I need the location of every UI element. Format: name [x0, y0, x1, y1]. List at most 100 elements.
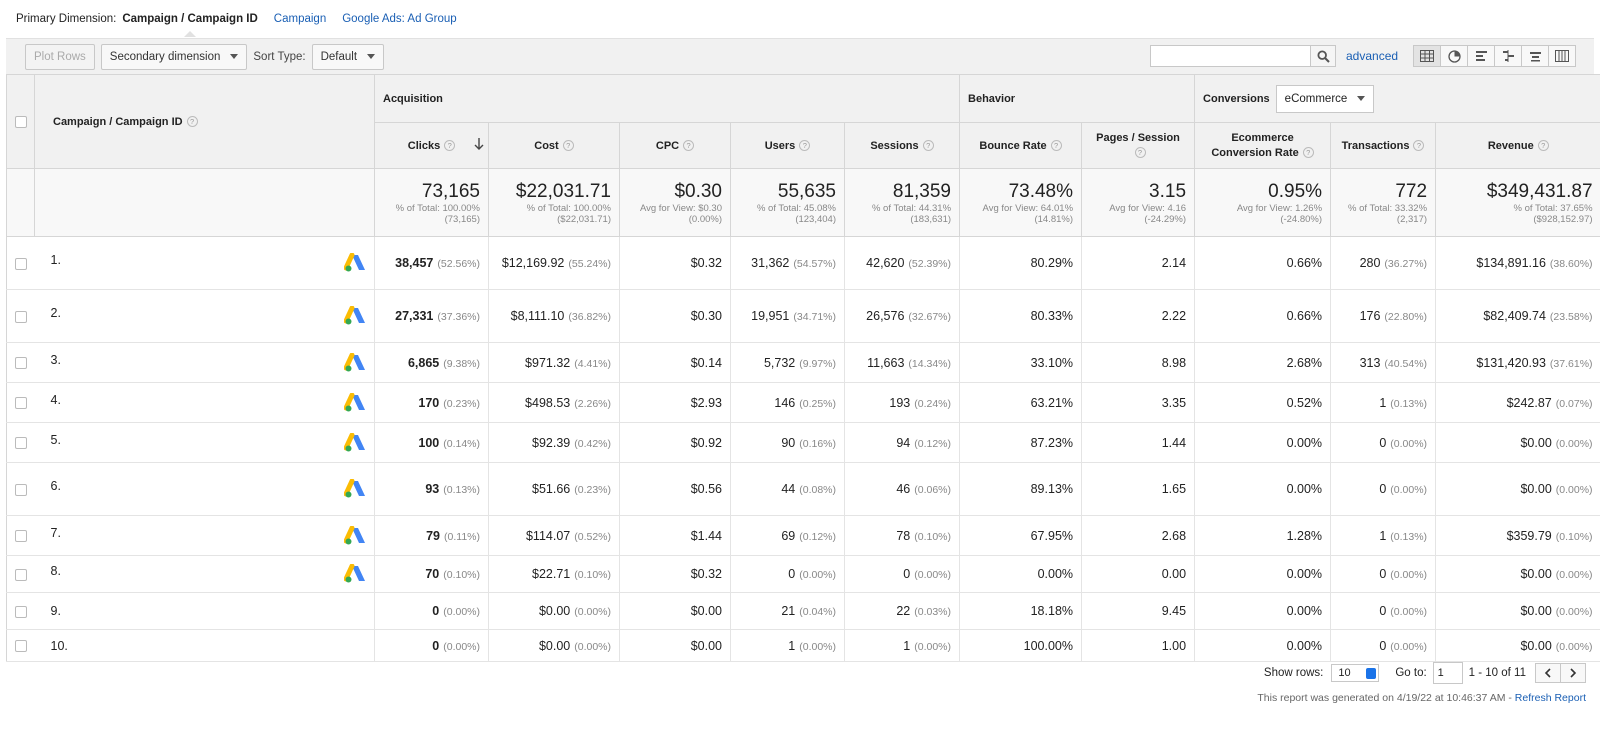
term-cloud-view-button[interactable]	[1521, 45, 1549, 67]
help-icon[interactable]: ?	[1413, 140, 1425, 152]
row-checkbox[interactable]	[15, 640, 27, 653]
bounce-rate-value: 67.95%	[1030, 528, 1074, 543]
cell-cpc: $0.14	[619, 342, 731, 383]
column-header-users[interactable]: Users?	[730, 122, 845, 169]
sessions-percent: (0.12%)	[914, 437, 952, 450]
row-dimension-cell[interactable]: 3.	[34, 342, 375, 383]
help-icon[interactable]: ?	[1134, 147, 1146, 159]
help-icon[interactable]: ?	[1050, 140, 1062, 152]
column-header-revenue[interactable]: Revenue?	[1435, 122, 1600, 169]
bounce-rate-value: 33.10%	[1030, 355, 1074, 370]
prev-page-button[interactable]	[1535, 663, 1561, 683]
column-header-pages-session[interactable]: Pages / Session?	[1081, 122, 1195, 169]
sessions-percent: (0.00%)	[914, 640, 952, 653]
transactions-percent: (0.00%)	[1390, 437, 1428, 450]
help-icon[interactable]: ?	[444, 140, 456, 152]
help-icon[interactable]: ?	[186, 116, 198, 128]
users-value: 21	[781, 604, 796, 618]
row-dimension-cell[interactable]: 7.	[34, 515, 375, 556]
table-row[interactable]: 9. 0 (0.00%) $0.00 (0.00%) $0.00 21 (0.04%) 22 (0…	[6, 592, 1600, 630]
row-dimension-cell[interactable]: 1.	[34, 236, 375, 290]
next-page-button[interactable]	[1560, 663, 1586, 683]
totals-sub: (0.00%)	[688, 213, 722, 225]
pie-view-button[interactable]	[1440, 45, 1468, 67]
help-icon[interactable]: ?	[683, 140, 695, 152]
table-view-button[interactable]	[1413, 45, 1441, 67]
cell-sessions: 22 (0.03%)	[843, 592, 960, 630]
search-button[interactable]	[1310, 45, 1336, 67]
table-row[interactable]: 4. 170 (0.23%) $498.53 (2.26%) $2.93 146 (0.25%…	[6, 382, 1600, 423]
table-row[interactable]: 5. 100 (0.14%) $92.39 (0.42%) $0.92 90 (0.16%) 9…	[6, 422, 1600, 463]
table-row[interactable]: 10. 0 (0.00%) $0.00 (0.00%) $0.00 1 (0.00%) 1 (0.…	[6, 629, 1600, 662]
row-dimension-cell[interactable]: 10.	[34, 629, 375, 662]
table-row[interactable]: 6. 93 (0.13%) $51.66 (0.23%) $0.56 44 (0.08%) 46…	[6, 462, 1600, 516]
column-header-cpc[interactable]: CPC?	[619, 122, 731, 169]
table-row[interactable]: 2. 27,331 (37.36%) $8,111.10 (36.82%) $0.30 19…	[6, 289, 1600, 343]
table-view-icon	[1420, 50, 1434, 62]
dimension-header[interactable]: Campaign / Campaign ID?	[34, 74, 375, 169]
row-checkbox[interactable]	[15, 437, 27, 450]
row-checkbox[interactable]	[15, 568, 27, 581]
row-checkbox[interactable]	[15, 357, 27, 370]
performance-view-button[interactable]	[1467, 45, 1495, 67]
column-header-cost[interactable]: Cost?	[488, 122, 620, 169]
column-header-bounce-rate[interactable]: Bounce Rate?	[959, 122, 1082, 169]
table-row[interactable]: 8. 70 (0.10%) $22.71 (0.10%) $0.32 0 (0.00%) 0 (0…	[6, 555, 1600, 593]
bounce-rate-value: 87.23%	[1030, 435, 1074, 450]
column-header-ecommerce-conversion-rate[interactable]: Ecommerce Conversion Rate?	[1194, 122, 1331, 169]
show-rows-select[interactable]: 10	[1331, 664, 1380, 682]
comparison-view-button[interactable]	[1494, 45, 1522, 67]
help-icon[interactable]: ?	[562, 140, 574, 152]
cpc-value: $2.93	[690, 395, 722, 410]
table-footer: Show rows: 10 Go to: 1 1 - 10 of 11 This…	[6, 656, 1600, 708]
dimension-link-campaign[interactable]: Campaign	[273, 13, 327, 25]
row-dimension-cell[interactable]: 6.	[34, 462, 375, 516]
table-row[interactable]: 7. 79 (0.11%) $114.07 (0.52%) $1.44 69 (0.12%) 7…	[6, 515, 1600, 556]
column-header-sessions[interactable]: Sessions?	[843, 122, 960, 169]
row-dimension-cell[interactable]: 4.	[34, 382, 375, 423]
cell-ecr: 0.00%	[1194, 462, 1331, 516]
select-all-checkbox[interactable]	[15, 115, 27, 128]
pages-session-value: 2.68	[1161, 528, 1187, 543]
cell-cpc: $0.56	[619, 462, 731, 516]
dimension-link-ad-group[interactable]: Google Ads: Ad Group	[342, 13, 457, 25]
row-checkbox[interactable]	[15, 483, 27, 496]
row-dimension-cell[interactable]: 9.	[34, 592, 375, 630]
row-checkbox-cell	[6, 629, 35, 662]
cell-cpc: $0.32	[619, 555, 731, 593]
row-dimension-cell[interactable]: 5.	[34, 422, 375, 463]
row-checkbox[interactable]	[15, 257, 27, 270]
primary-dimension-active[interactable]: Campaign / Campaign ID	[122, 13, 258, 37]
column-header-clicks[interactable]: Clicks?	[374, 122, 489, 169]
help-icon[interactable]: ?	[1537, 140, 1549, 152]
ecr-value: 0.66%	[1286, 256, 1323, 270]
sessions-value: 11,663	[867, 355, 905, 370]
cell-cost: $22.71 (0.10%)	[488, 555, 620, 593]
table-row[interactable]: 1. 38,457 (52.56%) $12,169.92 (55.24%) $0.32 3…	[6, 236, 1600, 290]
help-icon[interactable]: ?	[1302, 147, 1314, 159]
help-icon[interactable]: ?	[922, 140, 934, 152]
row-checkbox[interactable]	[15, 310, 27, 323]
sessions-percent: (0.24%)	[914, 397, 952, 410]
totals-sub: (-24.29%)	[1144, 213, 1187, 225]
conversions-goal-dropdown[interactable]: eCommerce	[1275, 84, 1375, 113]
plot-rows-button[interactable]: Plot Rows	[25, 43, 95, 70]
table-row[interactable]: 3. 6,865 (9.38%) $971.32 (4.41%) $0.14 5,732 (9…	[6, 342, 1600, 383]
advanced-link[interactable]: advanced	[1346, 49, 1399, 63]
row-dimension-cell[interactable]: 8.	[34, 555, 375, 593]
search-icon	[1316, 49, 1330, 63]
row-checkbox[interactable]	[15, 605, 27, 618]
refresh-report-link[interactable]: Refresh Report	[1514, 692, 1586, 704]
pivot-view-button[interactable]	[1548, 45, 1576, 67]
transactions-value: 0	[1379, 567, 1387, 581]
row-dimension-cell[interactable]: 2.	[34, 289, 375, 343]
column-header-transactions[interactable]: Transactions?	[1330, 122, 1436, 169]
goto-input[interactable]: 1	[1432, 662, 1463, 684]
search-input[interactable]	[1150, 45, 1310, 67]
sort-type-dropdown[interactable]: Default	[311, 43, 385, 70]
secondary-dimension-dropdown[interactable]: Secondary dimension	[100, 43, 248, 70]
select-all-cell	[6, 74, 35, 169]
help-icon[interactable]: ?	[799, 140, 811, 152]
row-checkbox[interactable]	[15, 530, 27, 543]
row-checkbox[interactable]	[15, 397, 27, 410]
